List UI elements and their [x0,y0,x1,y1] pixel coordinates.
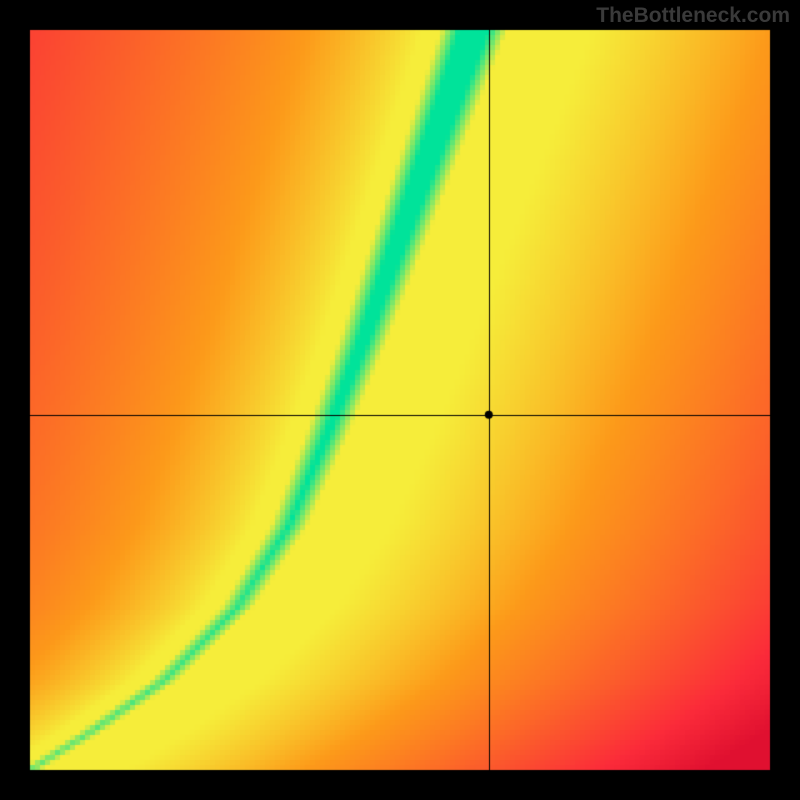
bottleneck-heatmap [0,0,800,800]
watermark-text: TheBottleneck.com [596,4,790,28]
